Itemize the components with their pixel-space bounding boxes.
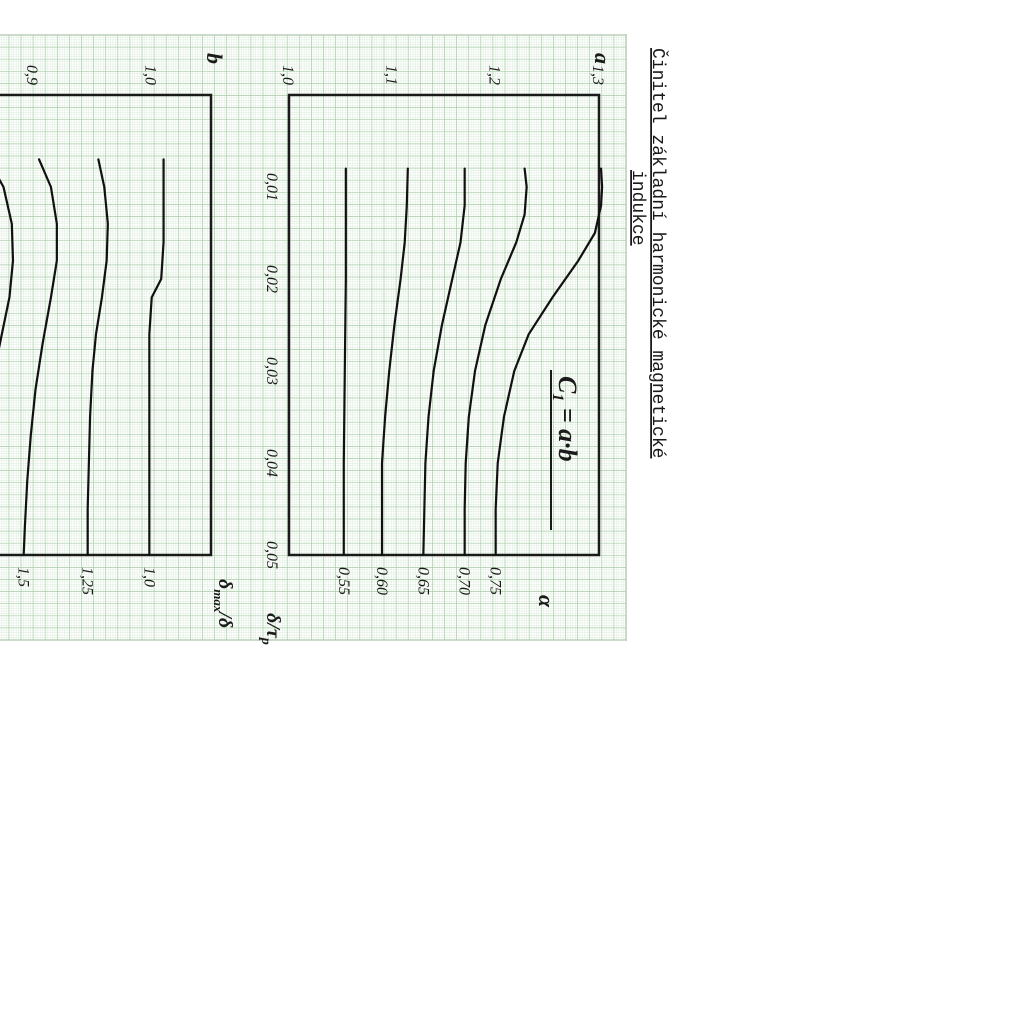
x-tick: 0,04	[263, 449, 280, 477]
panel-label: a	[590, 53, 615, 64]
curve-label: 0,55	[335, 567, 352, 595]
y-tick: 0,9	[23, 65, 40, 85]
y-tick: 1,0	[142, 65, 159, 85]
title-line1: Činitel základní harmonické magnetické	[647, 48, 669, 458]
curve-label: 1,5	[15, 567, 32, 587]
x-tick: 0,03	[263, 357, 280, 385]
curve-label: 0,65	[414, 567, 431, 595]
curve-label: 1,25	[79, 567, 96, 595]
y-tick: 1,2	[486, 65, 503, 85]
engineering-chart: Činitel základní harmonické magnetickéin…	[0, 0, 681, 681]
curve-label: 0,70	[456, 567, 473, 595]
curve-label: 1,0	[140, 567, 157, 587]
title-line2: indukce	[627, 170, 647, 246]
panel-label: b	[202, 53, 227, 64]
formula: C1 = a·b	[549, 376, 582, 462]
x-tick: 0,05	[263, 541, 280, 569]
x-tick: 0,01	[263, 173, 280, 201]
param-alpha: α	[534, 595, 559, 608]
y-tick: 1,3	[589, 65, 606, 85]
x-tick: 0,02	[263, 265, 280, 293]
y-tick: 1,0	[279, 65, 296, 85]
y-tick: 1,1	[382, 65, 399, 85]
curve-label: 0,75	[487, 567, 504, 595]
curve-label: 0,60	[373, 567, 390, 595]
